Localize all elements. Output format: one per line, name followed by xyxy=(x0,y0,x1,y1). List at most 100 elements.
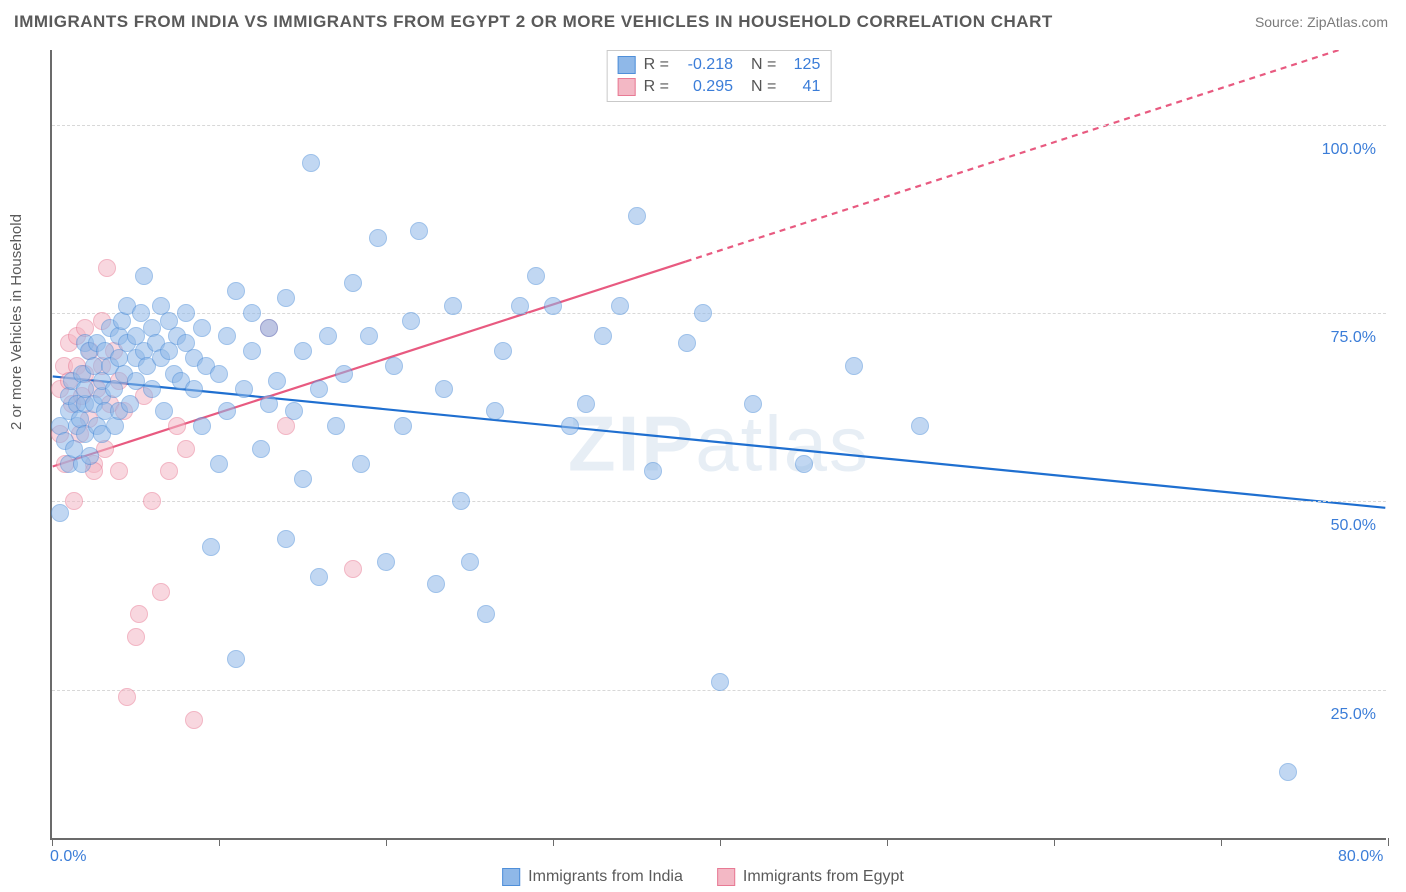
stat-r-value: -0.218 xyxy=(677,54,733,76)
data-point xyxy=(143,492,161,510)
data-point xyxy=(377,553,395,571)
data-point xyxy=(444,297,462,315)
chart-title: IMMIGRANTS FROM INDIA VS IMMIGRANTS FROM… xyxy=(14,12,1053,32)
y-tick-label: 75.0% xyxy=(1331,329,1376,347)
data-point xyxy=(486,402,504,420)
data-point xyxy=(252,440,270,458)
data-point xyxy=(427,575,445,593)
data-point xyxy=(344,274,362,292)
data-point xyxy=(402,312,420,330)
x-tick xyxy=(1388,838,1389,846)
data-point xyxy=(477,605,495,623)
data-point xyxy=(218,402,236,420)
data-point xyxy=(711,673,729,691)
source-label: Source: ZipAtlas.com xyxy=(1255,14,1388,30)
data-point xyxy=(260,395,278,413)
legend-swatch xyxy=(502,868,520,886)
data-point xyxy=(310,568,328,586)
data-point xyxy=(98,259,116,277)
x-tick xyxy=(553,838,554,846)
y-axis-label: 2 or more Vehicles in Household xyxy=(8,214,25,430)
data-point xyxy=(335,365,353,383)
x-tick xyxy=(1054,838,1055,846)
data-point xyxy=(694,304,712,322)
legend-swatch xyxy=(717,868,735,886)
data-point xyxy=(130,605,148,623)
data-point xyxy=(294,470,312,488)
stat-r-label: R = xyxy=(644,54,669,76)
y-tick-label: 100.0% xyxy=(1322,141,1376,159)
data-point xyxy=(494,342,512,360)
data-point xyxy=(106,417,124,435)
data-point xyxy=(394,417,412,435)
legend-swatch xyxy=(618,56,636,74)
data-point xyxy=(51,504,69,522)
data-point xyxy=(177,304,195,322)
stat-n-label: N = xyxy=(751,76,776,98)
data-point xyxy=(1279,763,1297,781)
data-point xyxy=(193,319,211,337)
data-point xyxy=(218,327,236,345)
x-tick xyxy=(219,838,220,846)
data-point xyxy=(577,395,595,413)
data-point xyxy=(302,154,320,172)
data-point xyxy=(210,365,228,383)
data-point xyxy=(744,395,762,413)
scatter-plot: ZIPatlas R =-0.218N =125R =0.295N =41 25… xyxy=(50,50,1386,840)
data-point xyxy=(160,462,178,480)
data-point xyxy=(452,492,470,510)
data-point xyxy=(227,282,245,300)
data-point xyxy=(143,380,161,398)
legend-swatch xyxy=(618,78,636,96)
data-point xyxy=(344,560,362,578)
data-point xyxy=(911,417,929,435)
data-point xyxy=(611,297,629,315)
data-point xyxy=(352,455,370,473)
x-tick-label: 80.0% xyxy=(1338,848,1383,866)
data-point xyxy=(644,462,662,480)
data-point xyxy=(210,455,228,473)
stat-legend-row: R =-0.218N =125 xyxy=(618,54,821,76)
stat-n-label: N = xyxy=(751,54,776,76)
data-point xyxy=(435,380,453,398)
x-tick xyxy=(720,838,721,846)
data-point xyxy=(310,380,328,398)
data-point xyxy=(81,447,99,465)
legend-label: Immigrants from India xyxy=(528,868,683,886)
data-point xyxy=(227,650,245,668)
data-point xyxy=(277,289,295,307)
data-point xyxy=(118,688,136,706)
data-point xyxy=(678,334,696,352)
data-point xyxy=(243,304,261,322)
data-point xyxy=(152,583,170,601)
data-point xyxy=(121,395,139,413)
y-tick-label: 25.0% xyxy=(1331,706,1376,724)
data-point xyxy=(202,538,220,556)
data-point xyxy=(110,462,128,480)
legend-item: Immigrants from India xyxy=(502,868,683,886)
data-point xyxy=(795,455,813,473)
data-point xyxy=(127,628,145,646)
data-point xyxy=(277,530,295,548)
data-point xyxy=(177,440,195,458)
data-point xyxy=(135,267,153,285)
legend-item: Immigrants from Egypt xyxy=(717,868,904,886)
data-point xyxy=(105,380,123,398)
data-point xyxy=(410,222,428,240)
data-point xyxy=(511,297,529,315)
stat-legend: R =-0.218N =125R =0.295N =41 xyxy=(607,50,832,102)
data-point xyxy=(594,327,612,345)
data-point xyxy=(319,327,337,345)
stat-legend-row: R =0.295N =41 xyxy=(618,76,821,98)
data-point xyxy=(385,357,403,375)
data-point xyxy=(461,553,479,571)
watermark: ZIPatlas xyxy=(568,399,870,490)
data-point xyxy=(155,402,173,420)
data-point xyxy=(527,267,545,285)
x-tick xyxy=(386,838,387,846)
stat-n-value: 41 xyxy=(784,76,820,98)
data-point xyxy=(127,372,145,390)
data-point xyxy=(235,380,253,398)
data-point xyxy=(360,327,378,345)
data-point xyxy=(327,417,345,435)
